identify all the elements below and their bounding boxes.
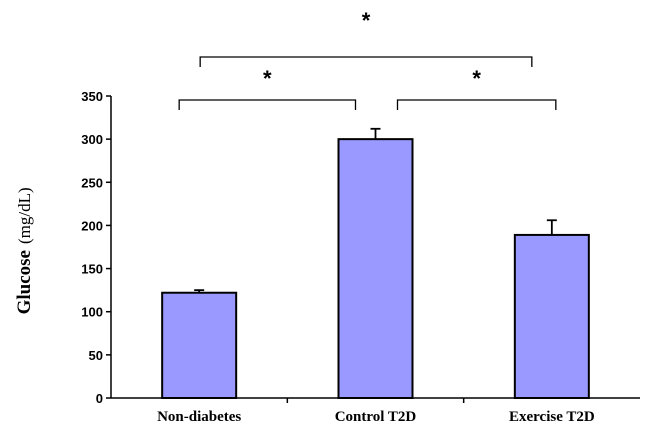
y-tick-label: 100 — [81, 305, 103, 320]
bar-control-t2d — [337, 138, 414, 399]
y-tick-label: 0 — [96, 391, 103, 406]
x-category-label: Non-diabetes — [157, 409, 241, 425]
significance-bracket — [199, 56, 533, 67]
significance-star: * — [263, 66, 272, 91]
y-tick-label: 200 — [81, 218, 103, 233]
significance-bracket — [178, 99, 357, 110]
y-axis-label: Glucose — [14, 250, 35, 314]
y-tick-label: 300 — [81, 132, 103, 147]
significance-star: * — [362, 8, 371, 33]
y-tick-label: 250 — [81, 175, 103, 190]
significance-bracket — [396, 99, 557, 110]
y-tick-label: 350 — [81, 89, 103, 104]
bar-non-diabetes — [161, 291, 238, 399]
bar-exercise-t2d — [513, 233, 590, 399]
significance-star: * — [472, 66, 481, 91]
y-axis-unit: (mg/dL) — [15, 187, 34, 244]
x-category-label: Exercise T2D — [509, 409, 595, 425]
y-tick-label: 150 — [81, 262, 103, 277]
y-axis-title: Glucose (mg/dL) — [14, 187, 35, 314]
y-tick-label: 50 — [89, 348, 103, 363]
x-category-label: Control T2D — [335, 409, 417, 425]
